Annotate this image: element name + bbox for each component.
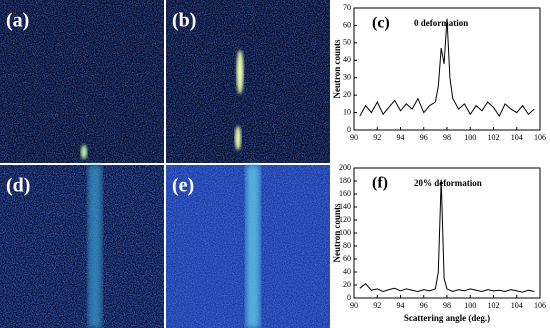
x-tick-label: 106	[534, 133, 546, 142]
x-tick-label: 100	[464, 133, 476, 142]
y-axis-label: Neutron counts	[332, 203, 342, 263]
panel-label: (f)	[372, 175, 388, 192]
x-tick-label: 106	[534, 301, 546, 310]
y-tick-label: 10	[343, 107, 351, 116]
y-tick-label: 20	[343, 90, 351, 99]
x-tick-label: 102	[488, 133, 500, 142]
x-axis-label: Scattering angle (deg.)	[404, 313, 490, 323]
y-tick-label: 200	[339, 163, 351, 172]
panel-label: (a)	[6, 10, 29, 32]
y-tick-label: 80	[343, 241, 351, 250]
y-tick-label: 140	[339, 202, 351, 211]
y-tick-label: 40	[343, 55, 351, 64]
y-tick-label: 120	[339, 215, 351, 224]
y-tick-label: 20	[343, 280, 351, 289]
x-tick-label: 90	[350, 133, 358, 142]
x-tick-label: 98	[443, 133, 451, 142]
x-tick-label: 104	[511, 133, 523, 142]
panel-label: (d)	[6, 175, 30, 197]
y-tick-label: 160	[339, 189, 351, 198]
y-tick-label: 100	[339, 228, 351, 237]
y-tick-label: 0	[347, 293, 351, 302]
annotation: 0 deformation	[414, 18, 468, 28]
y-tick-label: 60	[343, 254, 351, 263]
image-b	[166, 0, 330, 163]
y-axis-label: Neutron counts	[332, 39, 342, 99]
x-tick-label: 92	[373, 133, 381, 142]
data-line	[359, 179, 535, 293]
y-tick-label: 180	[339, 176, 351, 185]
x-tick-label: 94	[397, 133, 405, 142]
x-tick-label: 96	[420, 301, 428, 310]
data-line	[359, 18, 535, 118]
panel-label: (b)	[172, 10, 196, 32]
image-e	[166, 165, 330, 328]
x-tick-label: 92	[373, 301, 381, 310]
x-tick-label: 104	[511, 301, 523, 310]
y-tick-label: 60	[343, 20, 351, 29]
image-d	[0, 165, 164, 328]
y-tick-label: 40	[343, 267, 351, 276]
x-tick-label: 90	[350, 301, 358, 310]
y-tick-label: 50	[343, 38, 351, 47]
x-tick-label: 96	[420, 133, 428, 142]
x-tick-label: 94	[397, 301, 405, 310]
annotation: 20% deformation	[414, 178, 482, 188]
x-tick-label: 102	[488, 301, 500, 310]
panel-label: (e)	[172, 175, 194, 197]
x-tick-label: 100	[464, 301, 476, 310]
y-tick-label: 0	[347, 125, 351, 134]
x-tick-label: 98	[443, 301, 451, 310]
y-tick-label: 70	[343, 3, 351, 12]
image-a	[0, 0, 164, 163]
panel-label: (c)	[372, 15, 390, 32]
y-tick-label: 30	[343, 73, 351, 82]
